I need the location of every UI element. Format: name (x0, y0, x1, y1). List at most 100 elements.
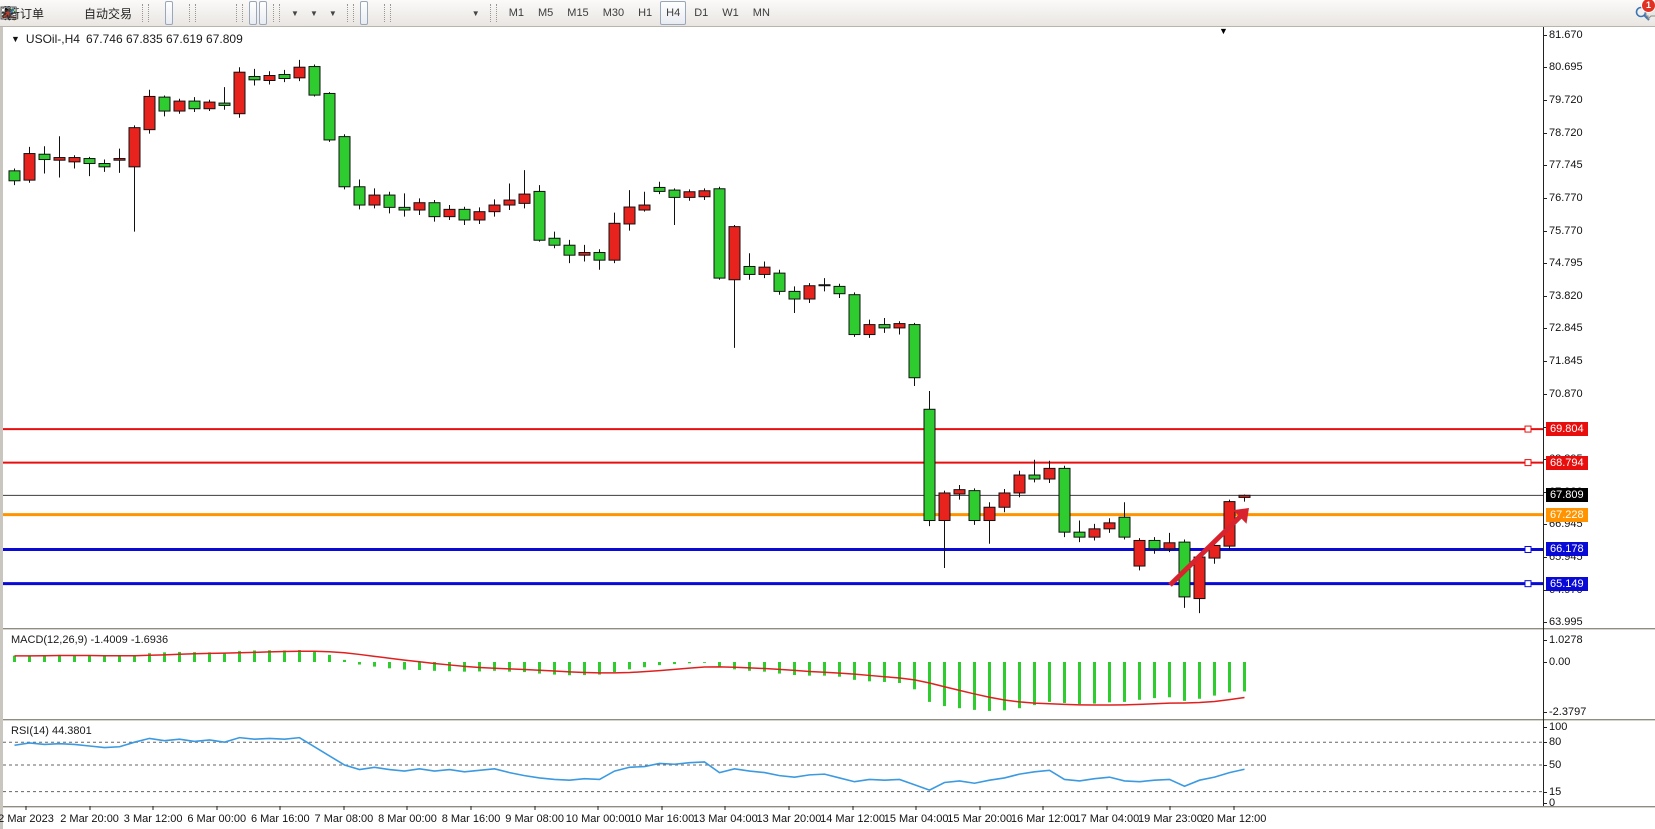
macd-tick: 0.00 (1549, 656, 1571, 668)
new-order-label: 新订单 (8, 6, 45, 21)
main-chart-panel (3, 28, 1543, 628)
fibonacci-button[interactable]: F (2, 1, 445, 25)
auto-scroll-button[interactable] (1, 1, 258, 25)
date-label: 13 Mar 04:00 (692, 813, 758, 825)
date-tick (152, 806, 154, 810)
trend-arrow-head[interactable] (1233, 508, 1249, 524)
trend-arrow[interactable] (1168, 513, 1244, 587)
date-label: 9 Mar 08:00 (505, 813, 564, 825)
tf-m5-label: M5 (538, 7, 554, 19)
axis-tick (1543, 765, 1547, 766)
axis-tick (1543, 427, 1547, 428)
tf-d1-button[interactable]: D1 (688, 1, 714, 25)
candle-down (653, 186, 666, 192)
candle-down (878, 324, 891, 329)
axis-tick (1543, 524, 1547, 525)
cursor-button[interactable] (4, 1, 368, 25)
zoom-out-button[interactable] (1, 1, 220, 25)
tf-h4-button[interactable]: H4 (660, 1, 687, 25)
date-label: 3 Mar 12:00 (123, 813, 183, 825)
candle-up (1088, 528, 1101, 538)
axis-tick (1543, 165, 1547, 166)
candle-up (578, 252, 591, 256)
chart-shift-button[interactable] (1, 1, 268, 25)
hline-anchor[interactable] (1524, 459, 1532, 467)
hline-anchor[interactable] (1524, 425, 1532, 433)
candle-up (758, 266, 771, 275)
crosshair-button[interactable] (3, 1, 378, 25)
tf-m30-button[interactable]: M30 (597, 1, 630, 25)
zoom-in-button[interactable] (1, 1, 210, 25)
new-order-button[interactable]: 新订单 (4, 1, 48, 25)
indicators-button[interactable]: ▼ (0, 1, 341, 25)
candle-down (743, 265, 756, 275)
date-tick (597, 806, 599, 810)
toolbar-group (1, 1, 230, 25)
candle-up (1133, 539, 1146, 567)
candle-up (293, 66, 306, 79)
date-label: 6 Mar 16:00 (250, 813, 310, 825)
candle-up (638, 204, 651, 211)
panel-separator[interactable] (3, 719, 1655, 722)
tf-h1-button[interactable]: H1 (632, 1, 658, 25)
hline-anchor[interactable] (1524, 545, 1532, 553)
horizontal-line-button[interactable] (2, 1, 415, 25)
candle-up (68, 157, 81, 163)
chevron-down-icon: ▼ (471, 8, 480, 18)
candle-up (413, 202, 426, 211)
text-label-button[interactable]: T (1, 1, 465, 25)
vertical-line-button[interactable] (8, 1, 405, 25)
price-tag-bid-line: 67.809 (1546, 488, 1588, 502)
tile-windows-button[interactable] (1, 1, 230, 25)
equidistant-channel-button[interactable]: E (0, 1, 435, 25)
candle-down (848, 294, 861, 336)
candle-down (8, 170, 21, 182)
price-tag-pivot-line: 67.228 (1546, 508, 1588, 522)
axis-tick (1543, 727, 1547, 728)
search-button[interactable] (1633, 1, 1650, 25)
candle-up (803, 285, 816, 300)
tf-m15-button[interactable]: M15 (561, 1, 594, 25)
candlestick-chart (3, 59, 1543, 614)
candle-up (1013, 474, 1026, 494)
candle-down (713, 188, 726, 279)
rsi-tick: 0 (1549, 797, 1556, 809)
tf-w1-button[interactable]: W1 (716, 1, 745, 25)
autotrading-button[interactable]: 自动交易 (0, 1, 136, 25)
community-button[interactable] (1, 1, 68, 25)
date-label: 6 Mar 00:00 (187, 813, 247, 825)
hline-anchor[interactable] (1524, 580, 1532, 588)
arrows-icon (3, 8, 15, 18)
arrows-button[interactable]: ▼ (3, 1, 484, 25)
bar-chart-button[interactable] (2, 1, 163, 25)
trendline-button[interactable] (1, 1, 425, 25)
toolbar-group: E F A T ▼ (0, 1, 484, 25)
profiles-button[interactable]: ▼ (2, 1, 322, 25)
line-chart-button[interactable] (1, 1, 183, 25)
chat-button[interactable]: 1 (1641, 0, 1655, 25)
toolbar-group (1, 1, 183, 25)
current-bar-marker: ▼ (1219, 26, 1228, 36)
signals-button[interactable] (1, 1, 78, 25)
candle-up (23, 153, 36, 181)
panel-separator[interactable] (3, 628, 1655, 631)
tf-m5-button[interactable]: M5 (532, 1, 559, 25)
tf-mn-button[interactable]: MN (747, 1, 776, 25)
candle-down (98, 163, 111, 168)
collapse-ohlc-icon[interactable]: ▼ (11, 34, 20, 44)
mql5-button[interactable] (1, 1, 58, 25)
candle-up (698, 190, 711, 198)
price-tick: 81.670 (1549, 29, 1583, 41)
text-button[interactable]: A (4, 1, 455, 25)
price-tick: 70.870 (1549, 388, 1583, 400)
candle-up (443, 208, 456, 218)
candle-down (83, 158, 96, 165)
main-toolbar: 新订单 自动交易 ▼ ▼ ▼ E F A T ▼ M1 M5 M15 M30 H1 H4 D1 W1 MN 1 (0, 0, 1655, 27)
candle-chart-button[interactable] (2, 1, 174, 25)
price-tick: 78.720 (1549, 127, 1583, 139)
tf-d1-label: D1 (694, 7, 709, 19)
tf-m1-button[interactable]: M1 (503, 1, 530, 25)
autotrading-label: 自动交易 (84, 6, 133, 21)
new-chart-button[interactable]: ▼ (0, 1, 303, 25)
toolbar-group (3, 1, 378, 25)
